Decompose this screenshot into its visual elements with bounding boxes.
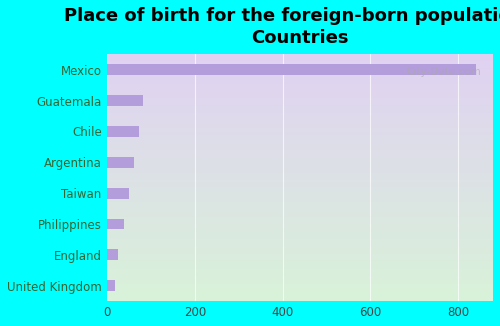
Bar	[108, 188, 129, 199]
Bar	[108, 126, 139, 137]
Bar	[108, 157, 134, 168]
Bar	[108, 219, 124, 230]
Title: Place of birth for the foreign-born population -
Countries: Place of birth for the foreign-born popu…	[64, 7, 500, 47]
Bar	[108, 95, 143, 106]
Text: City-Data.com: City-Data.com	[406, 67, 482, 77]
Bar	[108, 249, 118, 260]
Bar	[108, 280, 115, 291]
Bar	[108, 64, 476, 75]
